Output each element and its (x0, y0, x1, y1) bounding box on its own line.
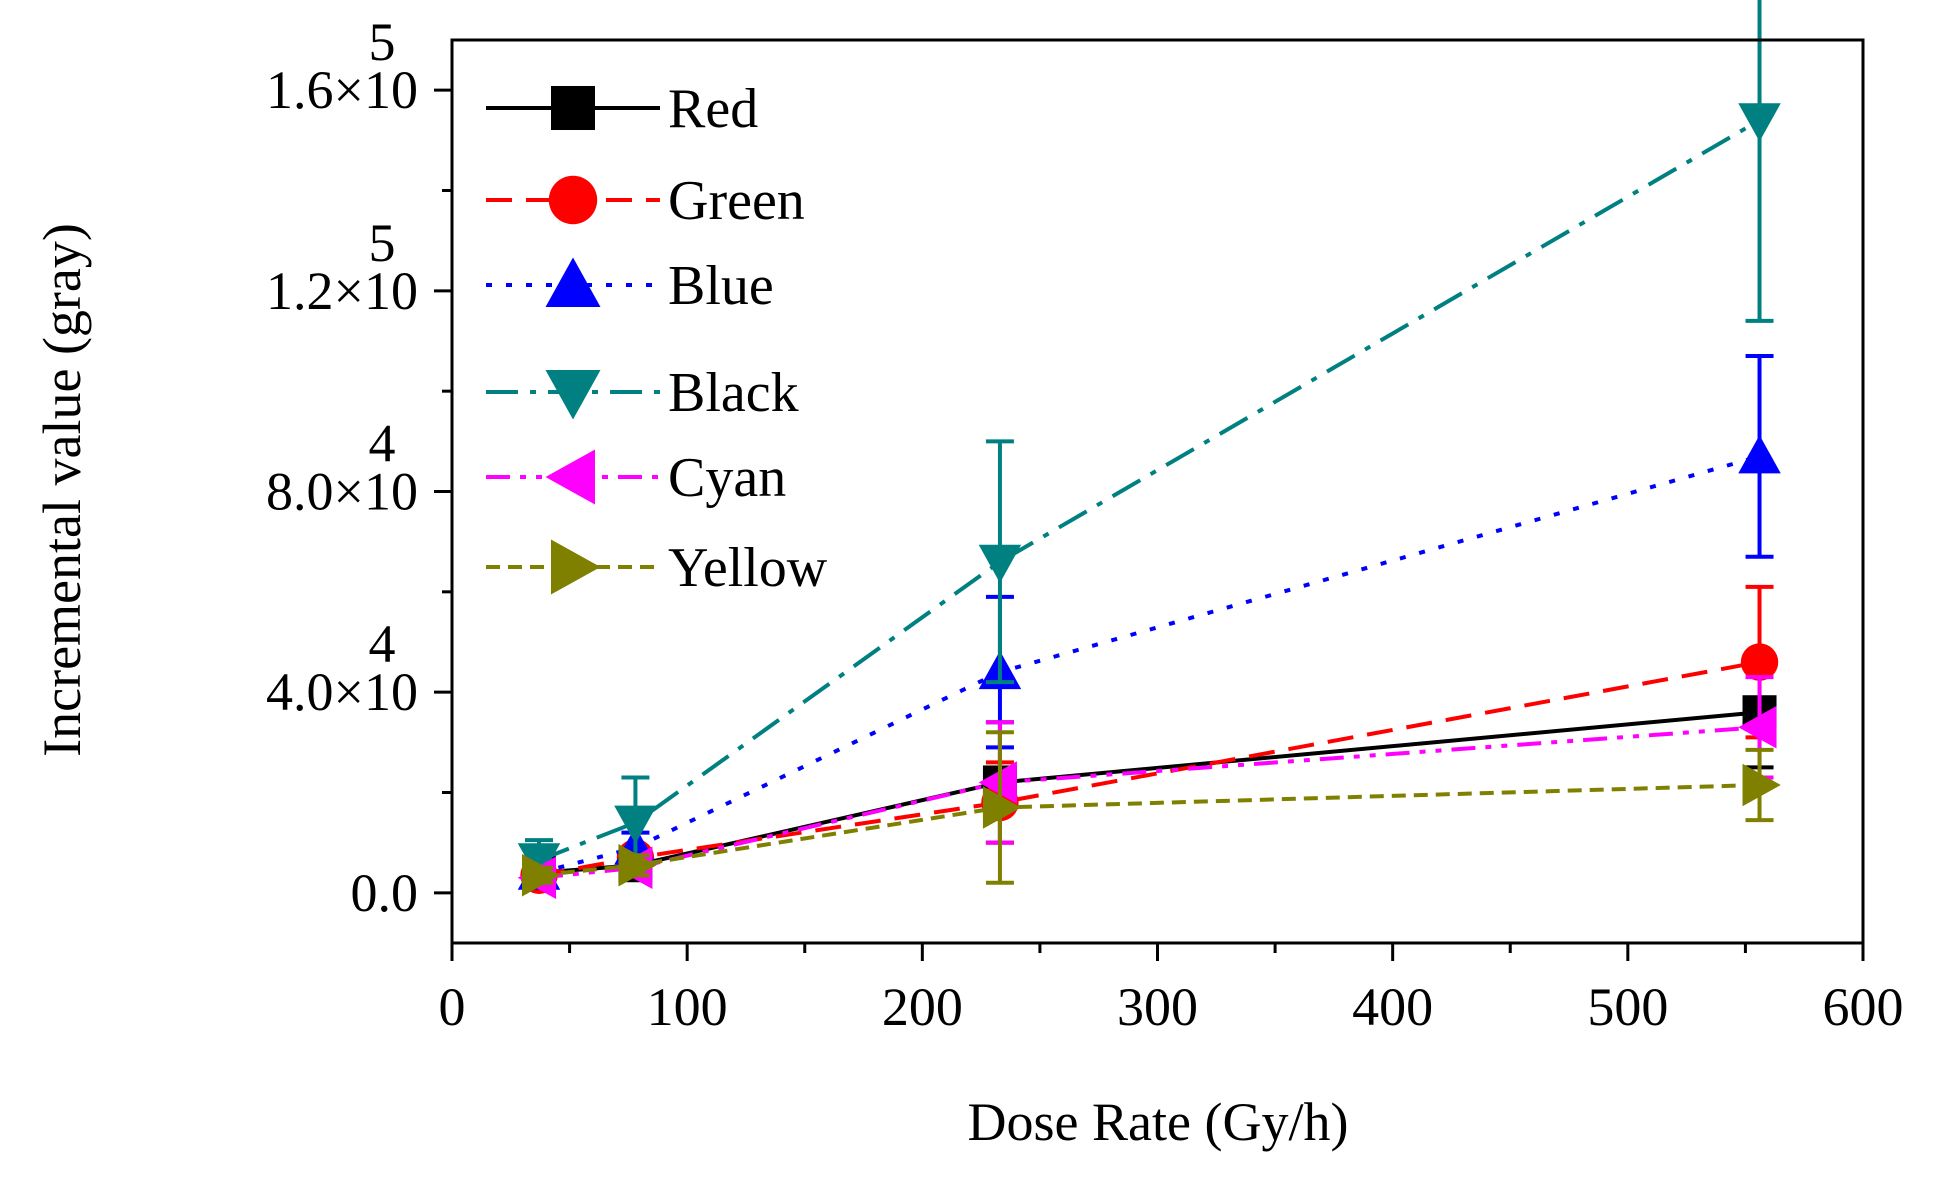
point-cyan (1738, 706, 1777, 749)
legend-marker-yellow (551, 539, 601, 595)
plot-area (452, 40, 1863, 943)
legend: Red Green Blue Black Cyan Yellow (486, 78, 828, 599)
y-tick-label: 1.2×10 (266, 261, 418, 321)
point-yellow (618, 843, 657, 887)
point-yellow (982, 786, 1022, 829)
line-cyan (538, 725, 1760, 880)
x-tick-label: 0 (439, 977, 466, 1037)
axes-layer: 0 100 200 300 400 500 6000.04.0×1048.0×1041.2×… (266, 12, 1903, 1037)
series-yellow (522, 730, 1781, 897)
legend-label-red: Red (668, 78, 758, 140)
point-green (1740, 643, 1779, 681)
x-tick-label: 300 (1117, 977, 1198, 1037)
point-yellow (1742, 763, 1781, 807)
point-black (614, 805, 657, 844)
x-tick-label: 200 (882, 977, 963, 1037)
legend-marker-green (548, 175, 598, 225)
point-black (517, 843, 561, 882)
line-green (538, 660, 1760, 878)
y-axis-label: Incremental value (gray) (32, 223, 92, 757)
legend-marker-red (551, 86, 595, 130)
line-blue (538, 454, 1761, 875)
legend-label-blue: Blue (668, 255, 774, 317)
legend-label-cyan: Cyan (668, 447, 786, 509)
legend-label-yellow: Yellow (668, 537, 828, 599)
x-tick-label: 400 (1352, 977, 1433, 1037)
y-tick-exponent: 4 (369, 614, 396, 674)
y-tick-label: 8.0×10 (266, 462, 418, 522)
point-black (1738, 103, 1781, 142)
legend-marker-black (545, 370, 601, 420)
y-tick-exponent: 5 (369, 213, 396, 273)
series-black (517, 0, 1781, 883)
point-blue (1738, 435, 1781, 474)
y-tick-exponent: 5 (369, 12, 396, 72)
y-tick-label: 1.6×10 (266, 60, 418, 120)
line-black (538, 118, 1761, 863)
legend-marker-blue (545, 257, 601, 307)
x-tick-label: 500 (1587, 977, 1668, 1037)
line-yellow (538, 782, 1760, 878)
legend-label-black: Black (668, 362, 799, 424)
point-yellow (522, 854, 561, 897)
y-tick-label: 4.0×10 (266, 662, 418, 722)
y-tick-exponent: 4 (369, 414, 396, 474)
legend-marker-cyan (545, 449, 595, 505)
y-tick-label: 0.0 (351, 863, 419, 923)
point-cyan (978, 761, 1017, 804)
x-tick-label: 600 (1823, 977, 1904, 1037)
x-tick-label: 100 (647, 977, 728, 1037)
legend-label-green: Green (668, 170, 805, 232)
series-layer (517, 0, 1781, 900)
x-axis-label: Dose Rate (Gy/h) (968, 1092, 1349, 1152)
point-black (978, 544, 1022, 583)
